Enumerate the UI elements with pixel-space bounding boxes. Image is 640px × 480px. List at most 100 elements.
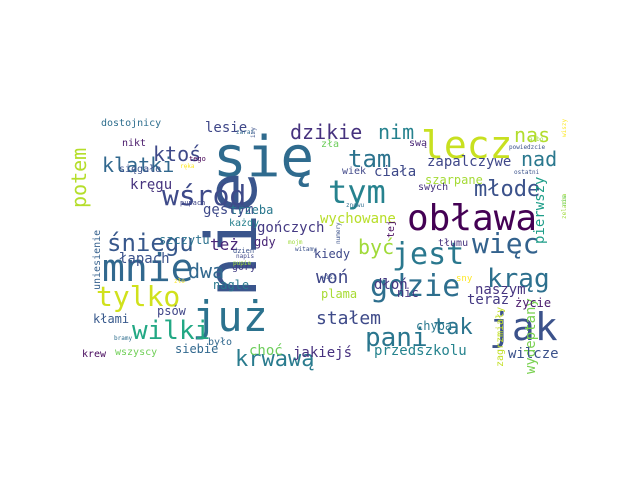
word-21: ktoś bbox=[153, 142, 201, 166]
word-19: śniegu bbox=[107, 229, 194, 257]
word-1: się bbox=[213, 125, 314, 190]
word-57: trzeba bbox=[230, 203, 273, 217]
word-8: jest bbox=[392, 237, 464, 272]
word-28: nad bbox=[521, 147, 557, 171]
word-46: dłoń bbox=[374, 277, 408, 293]
word-90: zło bbox=[174, 278, 185, 285]
word-61: góry bbox=[232, 261, 256, 273]
word-94: izy bbox=[250, 127, 257, 138]
word-92: ręka bbox=[180, 163, 195, 170]
word-24: dzikie bbox=[290, 120, 362, 144]
word-15: krwawą bbox=[235, 347, 314, 372]
word-74: tłumu bbox=[438, 238, 468, 249]
word-72: sięgało bbox=[119, 164, 161, 175]
word-84: napis bbox=[236, 253, 254, 260]
word-65: życie bbox=[515, 296, 551, 310]
word-76: swych bbox=[418, 182, 448, 193]
word-20: młode bbox=[474, 177, 540, 202]
word-73: uniesienie bbox=[92, 230, 103, 290]
word-12: krąg bbox=[487, 264, 550, 294]
word-44: lesie bbox=[205, 120, 247, 136]
word-36: zapalczywe bbox=[427, 154, 511, 170]
word-78: zła bbox=[321, 139, 339, 150]
word-13: wśród bbox=[162, 179, 246, 212]
word-89: pupie bbox=[233, 260, 251, 267]
word-98: albo bbox=[529, 136, 544, 143]
word-100: nie bbox=[561, 195, 568, 206]
word-95: numery bbox=[335, 222, 342, 244]
word-39: pierwszy bbox=[532, 177, 548, 244]
word-85: witamy bbox=[295, 246, 317, 253]
word-53: jakiejś bbox=[293, 345, 352, 361]
word-82: pupach bbox=[180, 199, 205, 207]
word-18: wilki bbox=[132, 316, 210, 346]
word-97: powiedzcie bbox=[509, 144, 546, 151]
word-59: gdy bbox=[254, 235, 276, 249]
word-70: dostojnicy bbox=[101, 118, 161, 129]
word-58: szczytu bbox=[159, 233, 210, 247]
word-33: też bbox=[210, 235, 239, 254]
word-81: sny bbox=[456, 274, 473, 284]
word-41: teraz bbox=[467, 292, 509, 308]
word-6: mnie bbox=[102, 246, 194, 290]
word-3: obława bbox=[407, 198, 537, 239]
word-7: lecz bbox=[421, 123, 513, 167]
word-99: ostatni bbox=[514, 169, 540, 176]
word-25: potem bbox=[67, 148, 91, 208]
word-69: było bbox=[208, 337, 232, 348]
word-77: wiek bbox=[342, 166, 366, 177]
word-60: kiedy bbox=[314, 247, 350, 261]
word-50: wilcze bbox=[508, 346, 559, 362]
word-56: siebie bbox=[175, 342, 218, 356]
word-43: łapach bbox=[119, 251, 170, 267]
word-54: psów bbox=[157, 304, 187, 318]
word-38: wychowane bbox=[320, 211, 396, 227]
word-88: znowu bbox=[346, 202, 364, 209]
word-32: stałem bbox=[316, 308, 381, 329]
word-62: każdy bbox=[229, 218, 259, 229]
word-96: zelazna bbox=[561, 193, 568, 219]
word-80: tego bbox=[189, 155, 206, 163]
word-86: mojm bbox=[288, 239, 303, 246]
word-66: zagrzmiały bbox=[495, 307, 506, 367]
word-29: dwa bbox=[188, 259, 224, 283]
word-63: nic bbox=[397, 286, 419, 300]
word-71: nikt bbox=[122, 138, 146, 149]
word-22: klatki bbox=[102, 153, 174, 177]
word-83: dzień bbox=[233, 247, 254, 255]
word-23: tak bbox=[433, 315, 473, 340]
word-55: nagle bbox=[213, 278, 249, 292]
word-47: plama bbox=[321, 287, 357, 301]
word-51: kłami bbox=[93, 312, 129, 326]
word-68: wszyscy bbox=[115, 347, 157, 358]
word-31: woń bbox=[316, 267, 349, 288]
word-45: ciała bbox=[374, 164, 416, 180]
word-91: bramy bbox=[114, 335, 132, 342]
word-52: choć bbox=[249, 343, 283, 359]
word-10: gdzie bbox=[370, 269, 460, 304]
word-11: więc bbox=[472, 227, 539, 260]
word-93: zaraz bbox=[236, 129, 254, 136]
word-2: nie bbox=[191, 172, 273, 298]
word-34: wydeptany bbox=[523, 298, 539, 374]
word-101: wiszy bbox=[561, 119, 568, 137]
word-49: przedszkolu bbox=[374, 343, 467, 359]
word-4: już bbox=[192, 292, 268, 341]
word-17: tylko bbox=[96, 280, 180, 313]
word-79: tej bbox=[386, 220, 397, 238]
word-35: gończych bbox=[257, 220, 324, 236]
word-26: nim bbox=[378, 120, 414, 144]
word-87: wisi bbox=[322, 274, 337, 281]
word-27: nas bbox=[514, 123, 550, 147]
word-75: swą bbox=[409, 138, 427, 149]
word-48: naszym bbox=[475, 282, 526, 298]
word-42: kręgu bbox=[130, 177, 172, 193]
word-64: chyba bbox=[416, 319, 452, 333]
word-30: być bbox=[358, 235, 394, 259]
word-16: pani bbox=[365, 323, 428, 353]
word-40: szarpane bbox=[425, 173, 483, 187]
word-9: tym bbox=[328, 173, 386, 211]
word-14: tam bbox=[348, 145, 391, 173]
word-5: jak bbox=[489, 305, 558, 349]
